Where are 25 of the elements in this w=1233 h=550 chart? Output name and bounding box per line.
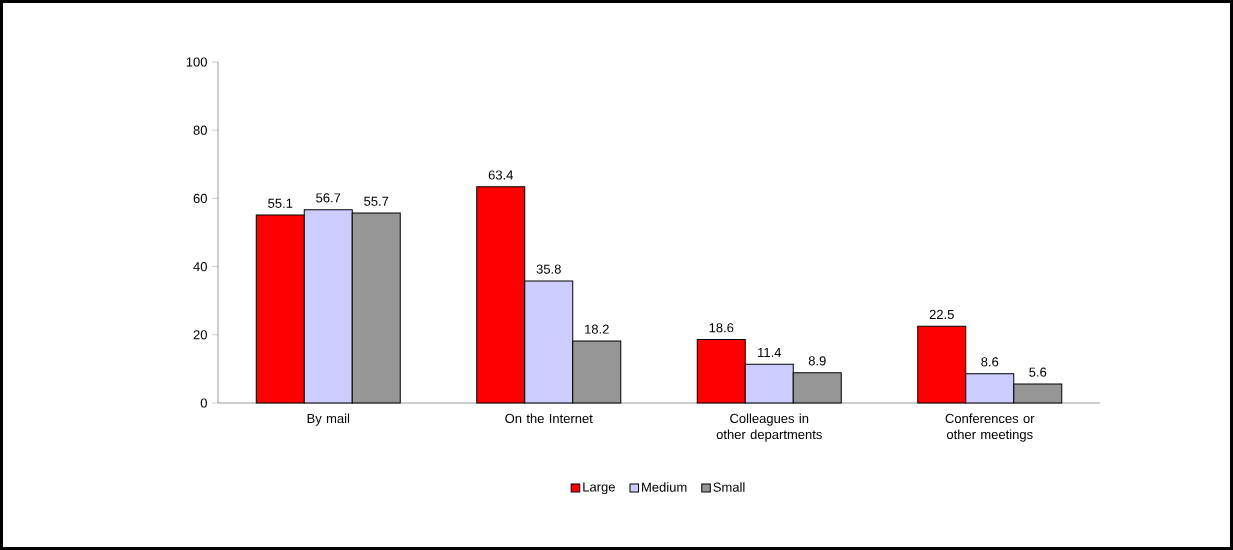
data-label: 63.4 — [488, 170, 514, 180]
legend-label: Medium — [642, 482, 687, 492]
data-label: 55.1 — [268, 198, 293, 208]
x-tick-label: By mail — [307, 413, 350, 426]
y-tick-label: 40 — [193, 262, 207, 272]
data-label: 8.9 — [808, 356, 826, 366]
data-label: 35.8 — [536, 264, 561, 274]
data-label: 55.7 — [364, 196, 389, 206]
x-tick-label: Conferences or other meetings — [945, 413, 1035, 442]
legend-label: Large — [583, 482, 615, 495]
data-label: 18.2 — [585, 324, 609, 334]
legend-label: Small — [713, 482, 745, 492]
y-tick-label: 80 — [193, 125, 207, 135]
y-tick-label: 60 — [193, 193, 207, 203]
data-label: 56.7 — [316, 193, 341, 203]
data-label: 18.6 — [709, 323, 734, 333]
data-label: 8.6 — [981, 357, 999, 367]
data-label: 22.5 — [929, 309, 954, 320]
y-tick-label: 100 — [186, 57, 207, 67]
y-tick-label: 0 — [200, 398, 207, 408]
y-tick-label: 20 — [193, 330, 207, 340]
data-label: 11.4 — [758, 347, 782, 357]
x-tick-label: Colleagues in other departments — [716, 413, 822, 442]
x-tick-label: On the Internet — [505, 413, 593, 424]
data-label: 5.6 — [1029, 367, 1047, 377]
